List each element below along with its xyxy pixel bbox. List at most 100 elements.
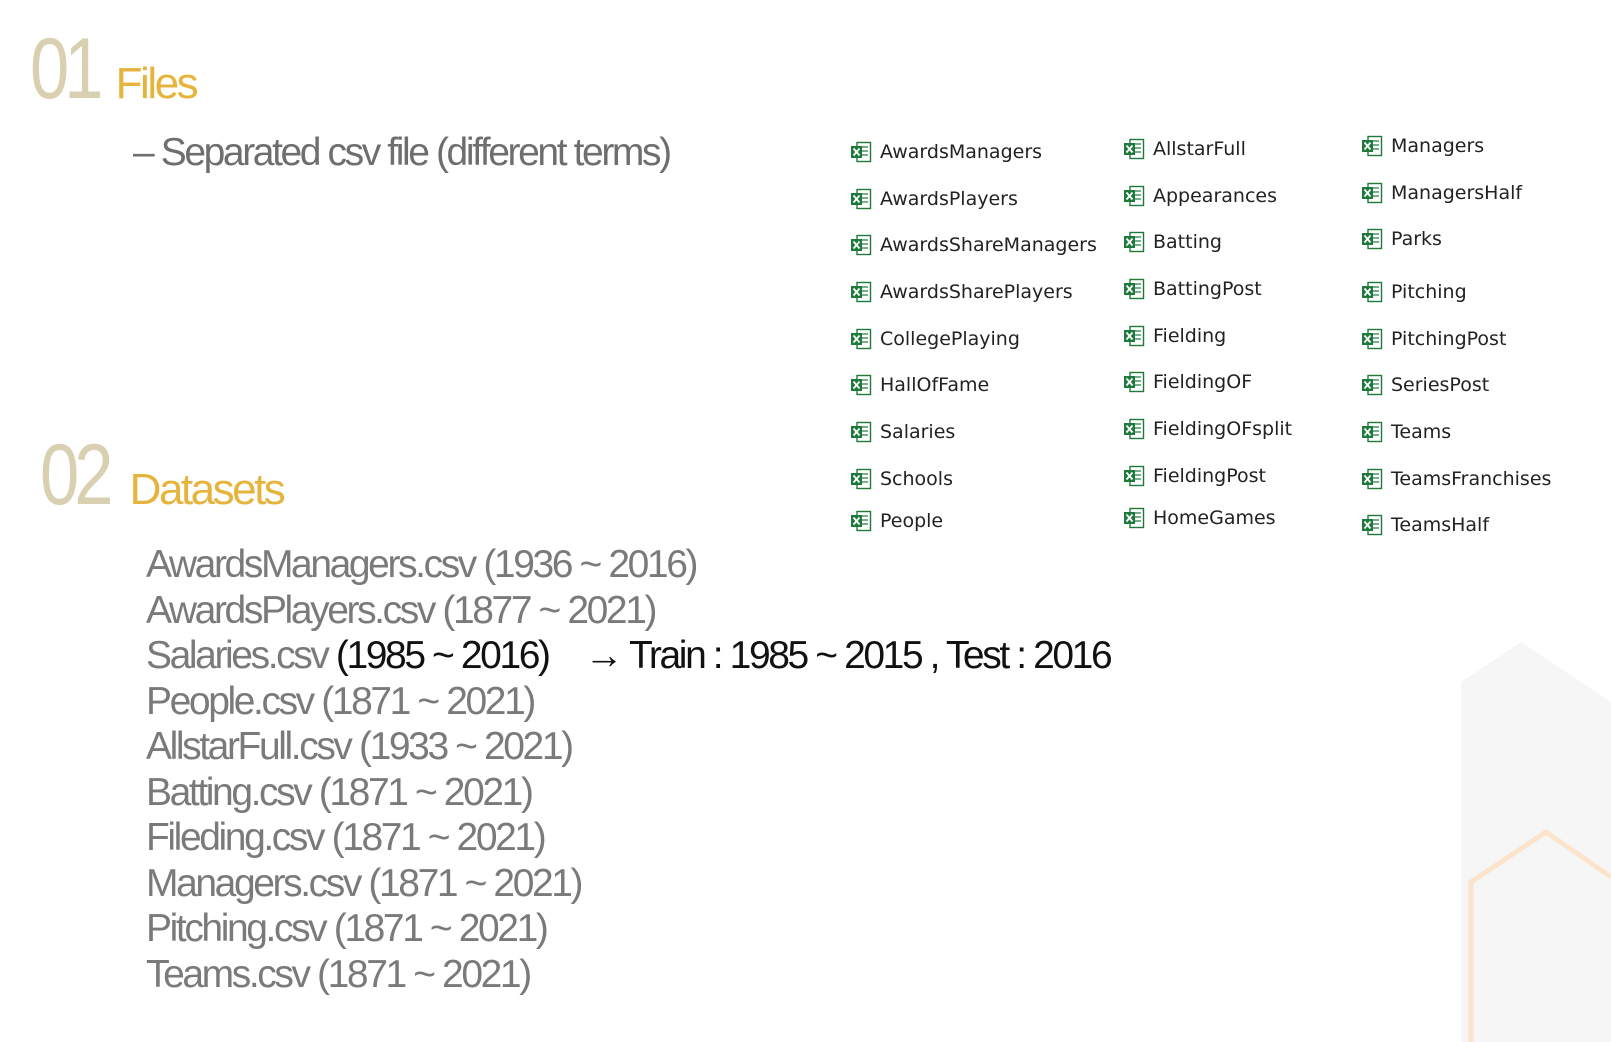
file-item[interactable]: FieldingOFsplit [1123,418,1292,440]
excel-file-icon [850,234,872,256]
file-item[interactable]: Schools [850,468,953,490]
dataset-range: (1871 ~ 2021) [317,952,532,996]
decorative-house-shape [1461,642,1611,1042]
dataset-name: AllstarFull.csv [146,725,353,768]
section-number: 01 [30,21,104,117]
excel-file-icon [1361,421,1383,443]
dataset-row: AllstarFull.csv (1933 ~ 2021) [146,724,1110,770]
dataset-name: Teams.csv [146,952,311,996]
section-header-datasets: 02 Datasets [40,427,286,523]
dataset-name: Batting.csv [146,770,313,814]
file-item[interactable]: TeamsHalf [1361,514,1489,536]
file-name: Fielding [1153,325,1227,347]
excel-file-icon [850,374,872,396]
section-number: 02 [40,427,114,523]
file-name: AwardsManagers [880,141,1043,163]
file-item[interactable]: PitchingPost [1361,328,1506,350]
file-item[interactable]: CollegePlaying [850,328,1020,350]
file-item[interactable]: Appearances [1123,185,1277,207]
dataset-range: (1936 ~ 2016) [483,543,698,586]
file-item[interactable]: HomeGames [1123,507,1276,529]
file-item[interactable]: HallOfFame [850,374,989,396]
excel-file-icon [850,328,872,350]
file-name: AwardsPlayers [880,188,1018,210]
excel-file-icon [1123,231,1145,253]
file-item[interactable]: SeriesPost [1361,374,1489,396]
file-name: CollegePlaying [880,328,1020,350]
dataset-name: AwardsManagers.csv [146,543,477,586]
file-name: Pitching [1391,281,1467,303]
dataset-range: (1871 ~ 2021) [333,907,549,950]
excel-file-icon [850,141,872,163]
dataset-row: Fileding.csv (1871 ~ 2021) [146,815,1110,861]
files-bullet-text: – Separated csv file (different terms) [133,131,672,174]
excel-file-icon [1123,138,1145,160]
excel-file-icon [1361,135,1383,157]
dataset-row: AwardsPlayers.csv (1877 ~ 2021) [146,588,1110,634]
file-name: FieldingOFsplit [1153,418,1293,440]
section-title: Files [115,59,199,108]
datasets-list: AwardsManagers.csv (1936 ~ 2016) AwardsPl… [146,542,1113,998]
excel-file-icon [1123,465,1145,487]
file-name: TeamsFranchises [1391,468,1552,490]
excel-file-icon [850,510,872,532]
dataset-row: AwardsManagers.csv (1936 ~ 2016) [146,542,1110,588]
section-title: Datasets [129,465,286,514]
file-item[interactable]: AwardsPlayers [850,188,1018,210]
dataset-name: People.csv [146,679,315,723]
file-name: Teams [1391,421,1452,443]
file-name: AllstarFull [1153,138,1246,160]
file-item[interactable]: AllstarFull [1123,138,1246,160]
excel-file-icon [1361,328,1383,350]
file-item[interactable]: FieldingPost [1123,465,1266,487]
file-name: PitchingPost [1391,328,1507,350]
dataset-range: (1871 ~ 2021) [321,679,536,723]
dataset-row: Managers.csv (1871 ~ 2021) [146,861,1110,907]
file-name: TeamsHalf [1391,514,1490,536]
dataset-range: (1877 ~ 2021) [442,588,657,632]
file-name: People [880,510,944,532]
file-item[interactable]: Managers [1361,135,1484,157]
dataset-range: (1985 ~ 2016) [335,634,551,677]
file-name: Batting [1153,231,1222,253]
file-item[interactable]: BattingPost [1123,278,1262,300]
file-item[interactable]: Teams [1361,421,1451,443]
dataset-row: People.csv (1871 ~ 2021) [146,679,1110,725]
dataset-name: Managers.csv [146,861,362,905]
file-name: ManagersHalf [1391,182,1523,204]
excel-file-icon [1123,418,1145,440]
file-item[interactable]: ManagersHalf [1361,182,1522,204]
excel-file-icon [850,188,872,210]
file-name: Appearances [1153,185,1277,207]
excel-file-icon [1361,468,1383,490]
excel-file-icon [1361,281,1383,303]
excel-file-icon [850,421,872,443]
excel-file-icon [850,281,872,303]
file-item[interactable]: TeamsFranchises [1361,468,1551,490]
file-item[interactable]: AwardsSharePlayers [850,281,1073,303]
file-item[interactable]: AwardsManagers [850,141,1042,163]
file-item[interactable]: Fielding [1123,325,1226,347]
file-item[interactable]: Pitching [1361,281,1467,303]
excel-file-icon [1361,182,1383,204]
excel-file-icon [1123,371,1145,393]
dataset-name: AwardsPlayers.csv [146,588,436,632]
dataset-row: Salaries.csv (1985 ~ 2016) → Train : 1985… [146,633,1113,679]
dataset-row: Teams.csv (1871 ~ 2021) [146,952,1110,998]
dataset-name: Fileding.csv [146,816,326,859]
file-item[interactable]: AwardsShareManagers [850,234,1097,256]
file-item[interactable]: Batting [1123,231,1222,253]
section-header-files: 01 Files [30,21,199,117]
file-item[interactable]: FieldingOF [1123,371,1252,393]
file-name: Parks [1391,228,1442,250]
file-name: HallOfFame [880,374,990,396]
dataset-name: Salaries.csv [146,634,330,677]
dataset-row: Batting.csv (1871 ~ 2021) [146,770,1110,816]
excel-file-icon [1123,507,1145,529]
excel-file-icon [1361,374,1383,396]
dataset-row: Pitching.csv (1871 ~ 2021) [146,906,1110,952]
file-item[interactable]: Parks [1361,228,1442,250]
file-item[interactable]: People [850,510,943,532]
dataset-range: (1871 ~ 2021) [318,770,534,814]
file-item[interactable]: Salaries [850,421,955,443]
